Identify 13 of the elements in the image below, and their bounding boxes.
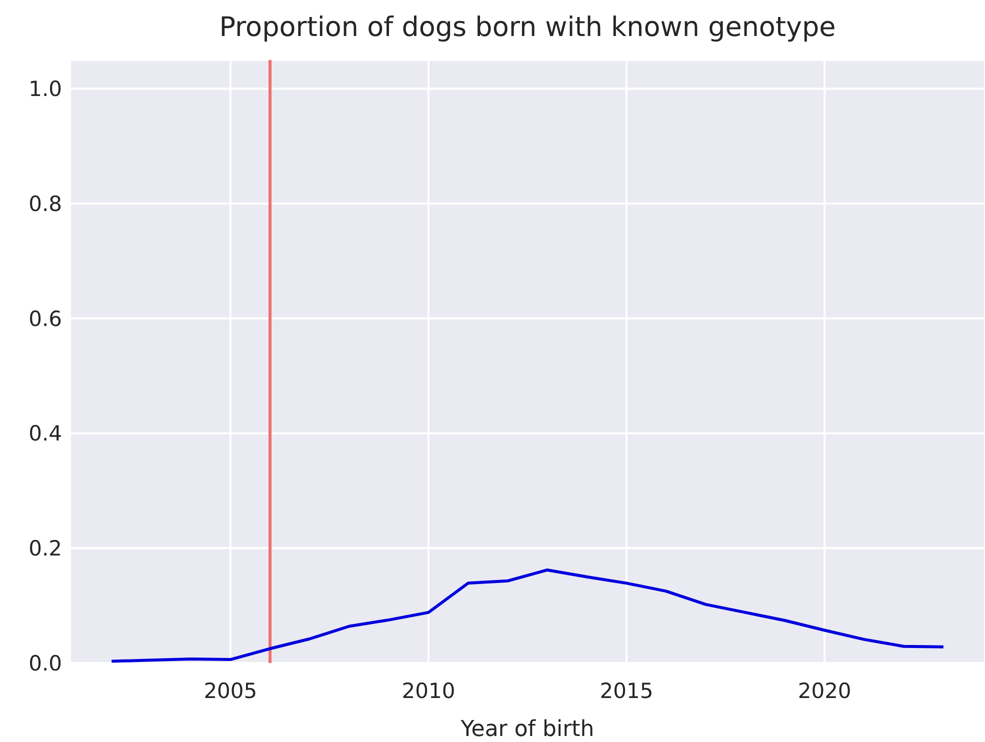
y-tick-label: 0.6 [28, 306, 62, 331]
x-tick-label: 2020 [798, 678, 852, 703]
y-tick-label: 0.4 [28, 422, 62, 446]
y-tick-label: 0.2 [28, 536, 62, 561]
x-tick-label: 2010 [402, 678, 456, 703]
line-series [110, 568, 945, 663]
y-tick-label: 0.8 [28, 192, 62, 216]
x-tick-label: 2005 [204, 678, 258, 703]
x-axis-title: Year of birth [460, 717, 594, 742]
y-tick-label: 0.0 [28, 651, 62, 676]
y-tick-label: 1.0 [28, 77, 62, 102]
chart-title: Proportion of dogs born with known genotype [218, 12, 837, 43]
x-tick-label: 2015 [600, 678, 654, 703]
